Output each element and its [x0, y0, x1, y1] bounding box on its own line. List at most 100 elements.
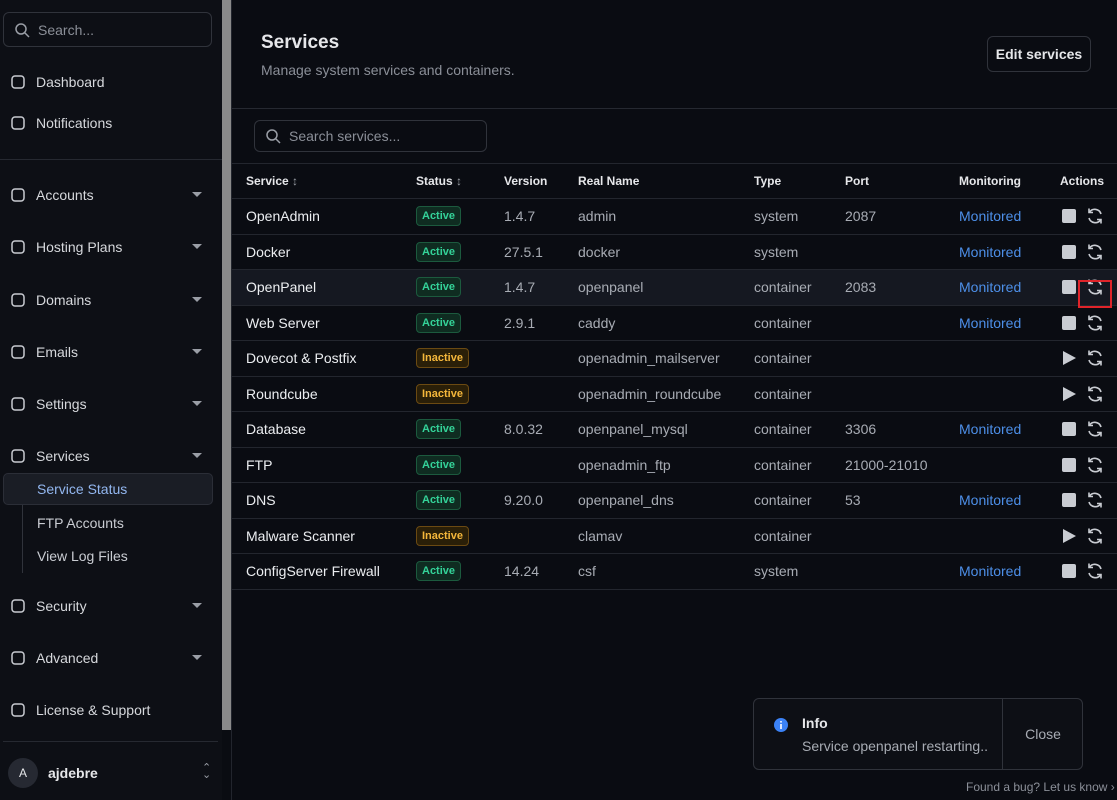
monitoring-link[interactable]: Monitored	[959, 208, 1022, 225]
restart-button[interactable]	[1086, 456, 1104, 474]
cell: 2083	[845, 279, 959, 295]
nav-icon	[11, 703, 25, 717]
nav-sub[interactable]: FTP Accounts	[37, 515, 124, 531]
user-name[interactable]: ajdebre	[48, 765, 98, 781]
stop-button[interactable]	[1061, 563, 1077, 579]
cell-text: 1.4.7	[504, 279, 536, 296]
cell: Active	[416, 454, 504, 475]
cell: 2087	[845, 208, 959, 224]
monitoring-link[interactable]: Monitored	[959, 314, 1022, 331]
table-row: Dovecot & Postfix Inactive openadmin_mails…	[232, 341, 1117, 377]
restart-button[interactable]	[1086, 243, 1104, 261]
cell: Active	[416, 312, 504, 333]
scrollbar	[222, 0, 231, 730]
cell-text: 21000-21010	[845, 456, 928, 473]
start-button[interactable]	[1061, 350, 1077, 366]
stop-button[interactable]	[1061, 492, 1077, 508]
cell-text: Roundcube	[246, 385, 318, 402]
restart-button[interactable]	[1086, 314, 1104, 332]
toast-message: Service openpanel restarting..	[802, 738, 988, 754]
nav-item[interactable]: Notifications	[10, 115, 202, 131]
cell-text: 1.4.7	[504, 208, 536, 225]
nav-item[interactable]: Emails	[10, 344, 202, 360]
nav-item[interactable]: Settings	[10, 396, 202, 412]
nav-item[interactable]: License & Support	[10, 702, 202, 718]
stop-button[interactable]	[1061, 457, 1077, 473]
toast-close[interactable]: Close	[1025, 726, 1061, 742]
cell-text: 8.0.32	[504, 421, 543, 438]
restart-button[interactable]	[1086, 207, 1104, 225]
monitoring-link[interactable]: Monitored	[959, 421, 1022, 438]
stop-button[interactable]	[1061, 279, 1077, 295]
nav-item[interactable]: Dashboard	[10, 74, 202, 90]
monitoring-link[interactable]: Monitored	[959, 243, 1022, 260]
nav-label: Services	[36, 448, 90, 464]
header-text: Service	[246, 174, 289, 188]
restart-button[interactable]	[1086, 527, 1104, 545]
restart-button[interactable]	[1086, 349, 1104, 367]
cell: container	[754, 315, 845, 331]
sort-icon: ↕	[452, 174, 463, 188]
cell-text: container	[754, 527, 812, 544]
restart-button[interactable]	[1086, 491, 1104, 509]
stop-button[interactable]	[1061, 208, 1077, 224]
restart-button[interactable]	[1086, 385, 1104, 403]
sort-icon: ↕	[288, 174, 299, 188]
cell-text: openadmin_ftp	[578, 456, 671, 473]
monitoring-link[interactable]: Monitored	[959, 563, 1022, 580]
cell-text: admin	[578, 208, 617, 225]
cell-text: Web Server	[246, 314, 320, 331]
cell: container	[754, 492, 845, 508]
nav-label: Notifications	[36, 115, 113, 131]
start-button[interactable]	[1061, 528, 1077, 544]
nav-sub[interactable]: Service Status	[37, 481, 128, 497]
cell: Roundcube	[246, 386, 416, 402]
nav-icon	[11, 599, 25, 613]
caret	[192, 349, 202, 354]
cell-text: openadmin_roundcube	[578, 385, 722, 402]
cell: Docker	[246, 244, 416, 260]
table-row: DNS Active 9.20.0 openpanel_dns container 53 M…	[232, 483, 1117, 519]
cell-text: Database	[246, 421, 306, 438]
status-badge: Active	[416, 561, 462, 582]
stop-button[interactable]	[1061, 315, 1077, 331]
actions	[1059, 420, 1117, 438]
active-item-bg	[3, 473, 213, 505]
nav-item[interactable]: Domains	[10, 292, 202, 308]
cell: admin	[578, 208, 754, 224]
table-row: ConfigServer Firewall Active 14.24 csf syste…	[232, 554, 1117, 590]
footer-link[interactable]: Found a bug? Let us know ›	[966, 780, 1115, 794]
status-badge: Inactive	[416, 525, 469, 546]
nav-item[interactable]: Hosting Plans	[10, 239, 202, 255]
cell: Inactive	[416, 383, 504, 404]
nav-item[interactable]: Accounts	[10, 187, 202, 203]
restart-button[interactable]	[1086, 420, 1104, 438]
cell: 9.20.0	[504, 492, 578, 508]
nav-label: Accounts	[36, 187, 94, 203]
stop-button[interactable]	[1061, 421, 1077, 437]
nav-item[interactable]: Security	[10, 598, 202, 614]
column-header: Real Name	[578, 174, 640, 188]
cell: docker	[578, 244, 754, 260]
start-button[interactable]	[1061, 386, 1077, 402]
cell: 14.24	[504, 563, 578, 579]
edit-button[interactable]: Edit services	[987, 36, 1091, 72]
nav-item[interactable]: Services	[10, 448, 202, 464]
highlight-box	[1078, 280, 1112, 309]
stop-button[interactable]	[1061, 244, 1077, 260]
cell: 3306	[845, 421, 959, 437]
placeholder: Search services...	[289, 128, 401, 144]
status-badge: Inactive	[416, 348, 469, 369]
monitoring-link[interactable]: Monitored	[959, 492, 1022, 509]
service-search[interactable]: Search services...	[254, 120, 487, 152]
actions	[1059, 349, 1117, 367]
sidebar-search[interactable]: Search...	[3, 12, 212, 47]
nav-item[interactable]: Advanced	[10, 650, 202, 666]
cell: Monitored	[959, 279, 1059, 295]
table: Service ↕ Status ↕ Version Real Name Type Por…	[232, 163, 1117, 590]
restart-button[interactable]	[1086, 562, 1104, 580]
page-title: Services	[261, 32, 340, 53]
nav-sub[interactable]: View Log Files	[37, 548, 128, 564]
monitoring-link[interactable]: Monitored	[959, 279, 1022, 296]
